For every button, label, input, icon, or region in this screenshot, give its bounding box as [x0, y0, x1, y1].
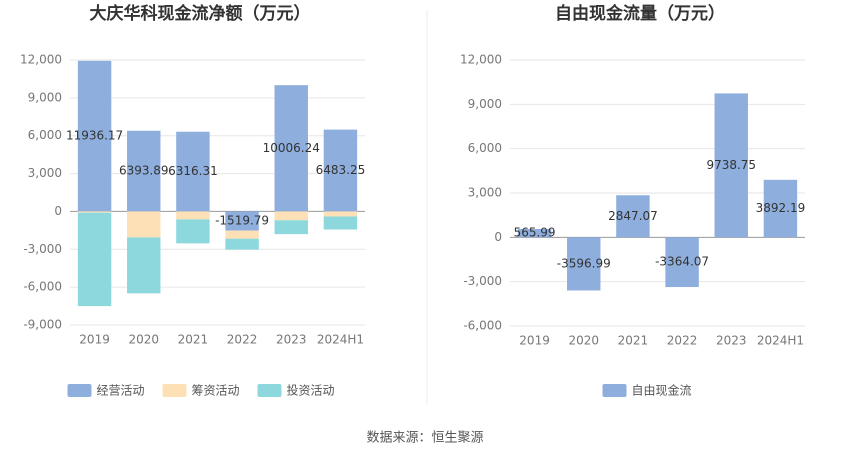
y-tick-label: 0	[54, 204, 62, 218]
bar	[616, 195, 650, 238]
x-tick-label: 2021	[618, 334, 649, 348]
bar	[225, 238, 259, 250]
legend-label: 自由现金流	[632, 383, 692, 398]
chart-title: 自由现金流量（万元）	[555, 3, 725, 24]
y-tick-label: 0	[494, 230, 502, 244]
data-label: 2847.07	[608, 209, 658, 223]
y-tick-label: -6,000	[463, 319, 502, 333]
y-tick-label: -9,000	[23, 318, 62, 332]
x-tick-label: 2023	[276, 333, 307, 347]
data-label: 6316.31	[168, 164, 218, 178]
y-tick-label: -3,000	[463, 274, 502, 288]
bar	[77, 60, 112, 212]
bar	[274, 220, 308, 235]
bar	[517, 228, 552, 238]
y-tick-label: 9,000	[468, 97, 502, 111]
data-label: 6483.25	[316, 163, 366, 177]
y-tick-label: -6,000	[23, 280, 62, 294]
x-tick-label: 2024H1	[317, 333, 364, 347]
data-label: 10006.24	[263, 141, 320, 155]
data-label: 3892.19	[756, 201, 806, 215]
legend-swatch	[602, 384, 627, 397]
source: 数据来源：恒生聚源	[366, 431, 483, 446]
y-tick-label: -3,000	[23, 242, 62, 256]
y-tick-label: 3,000	[468, 186, 502, 200]
legend-label: 经营活动	[97, 384, 145, 398]
x-tick-label: 2023	[716, 334, 747, 348]
y-tick-label: 6,000	[468, 141, 502, 155]
legend-swatch	[162, 384, 187, 397]
x-tick-label: 2022	[227, 333, 258, 347]
x-tick-label: 2020	[568, 334, 599, 348]
y-tick-label: 3,000	[28, 166, 62, 180]
bar	[225, 230, 259, 239]
data-label: -3596.99	[557, 256, 611, 270]
y-tick-label: 6,000	[28, 128, 62, 142]
bar	[176, 131, 210, 212]
bar	[323, 216, 358, 230]
data-label: 9738.75	[706, 158, 756, 172]
data-label: 11936.17	[66, 129, 123, 143]
bar	[323, 129, 358, 212]
legend-swatch	[257, 384, 282, 397]
y-tick-label: 9,000	[28, 90, 62, 104]
x-tick-label: 2019	[79, 333, 110, 347]
x-tick-label: 2019	[519, 334, 550, 348]
bar	[274, 211, 308, 221]
data-label: 565.99	[514, 226, 556, 240]
bar	[127, 130, 161, 212]
bar	[127, 211, 161, 238]
bar	[567, 237, 601, 291]
x-tick-label: 2020	[128, 333, 159, 347]
bar	[714, 93, 748, 238]
legend-swatch	[67, 384, 92, 397]
data-label: -3364.07	[655, 255, 709, 269]
y-tick-label: 12,000	[20, 53, 62, 67]
bar	[665, 237, 699, 288]
bar	[323, 211, 358, 217]
legend-label: 投资活动	[287, 383, 335, 398]
data-label: -1519.79	[215, 214, 269, 228]
bar	[127, 237, 161, 294]
chart-title: 大庆华科现金流净额（万元）	[90, 3, 311, 24]
bar	[763, 179, 798, 238]
bar	[77, 211, 112, 213]
bar	[225, 211, 259, 231]
bar	[274, 85, 308, 212]
bar	[77, 212, 112, 307]
bar	[176, 219, 210, 244]
legend-label: 筹资活动	[192, 384, 240, 398]
bar	[176, 211, 210, 220]
x-tick-label: 2022	[667, 334, 698, 348]
x-tick-label: 2024H1	[757, 334, 804, 348]
x-tick-label: 2021	[178, 333, 209, 347]
data-label: 6393.89	[119, 164, 169, 178]
y-tick-label: 12,000	[460, 53, 502, 67]
